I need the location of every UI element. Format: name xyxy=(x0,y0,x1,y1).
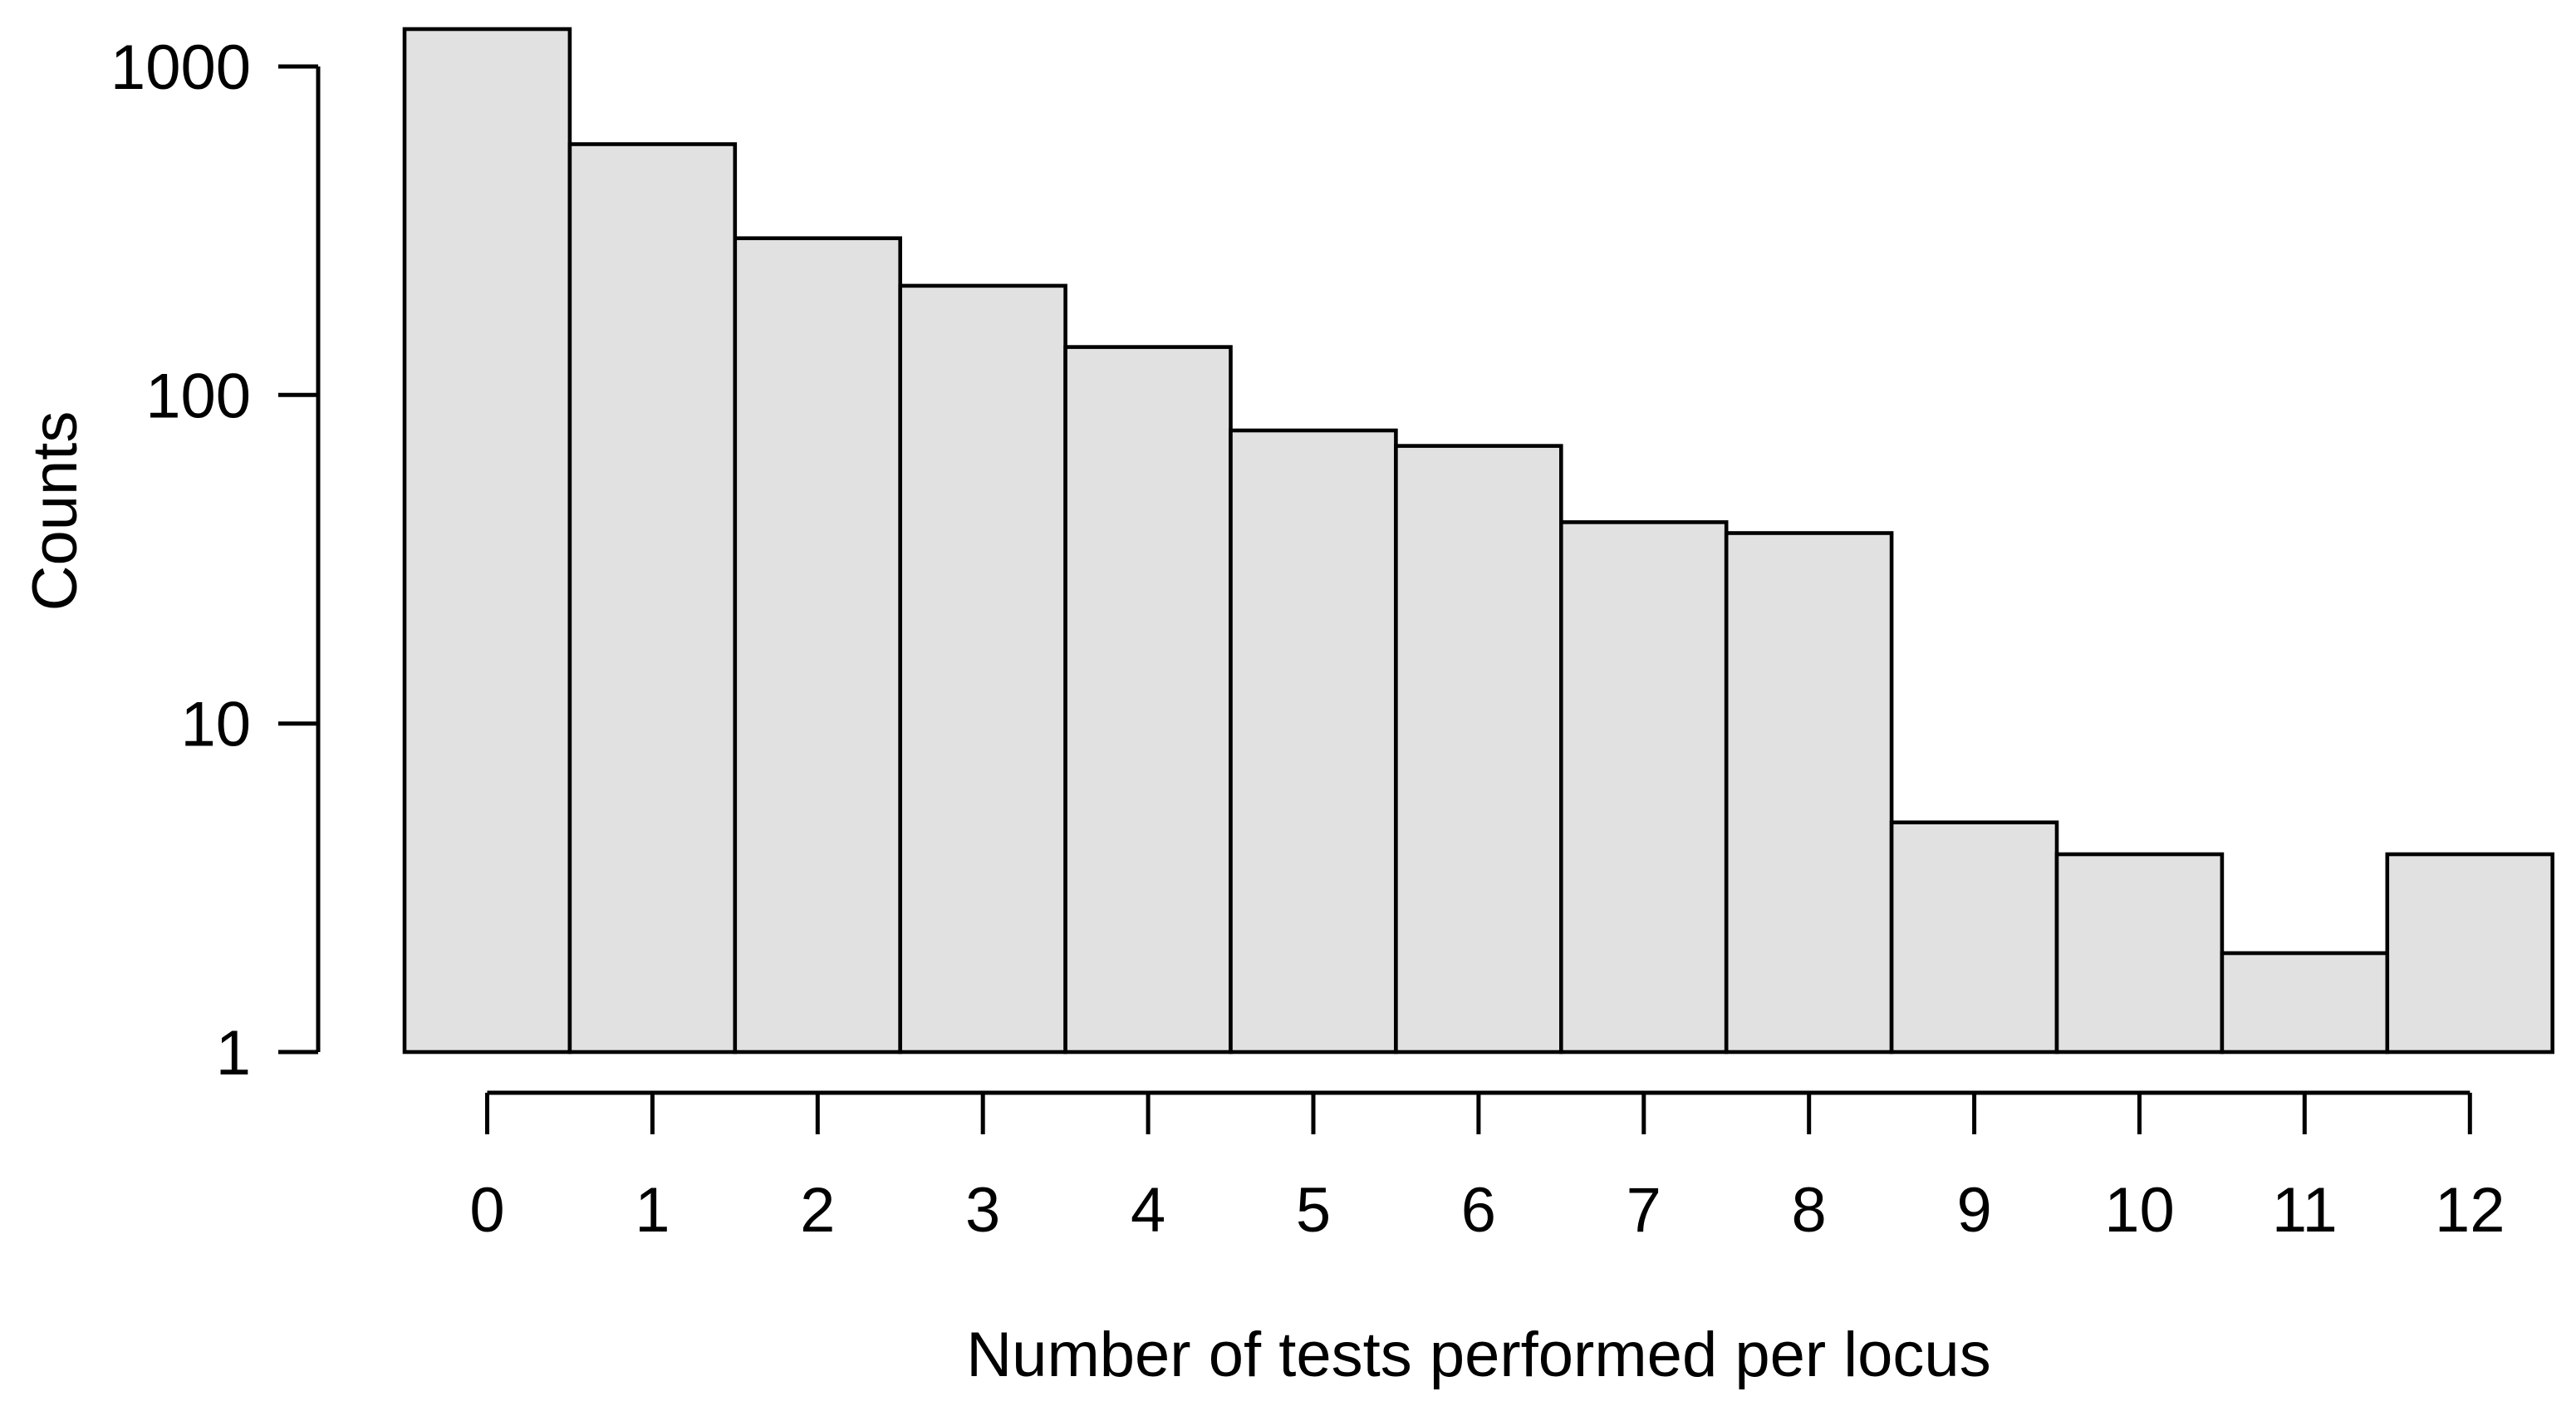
bar-6 xyxy=(1394,444,1563,1055)
x-axis-label: Number of tests performed per locus xyxy=(966,1320,1990,1390)
x-tick-label-11: 11 xyxy=(2272,1175,2338,1246)
y-tick-label-100: 100 xyxy=(145,361,251,431)
x-tick-label-0: 0 xyxy=(469,1175,504,1246)
x-tick-label-7: 7 xyxy=(1627,1175,1661,1246)
y-axis: 1 10 100 1000 xyxy=(110,32,321,1089)
x-tick-label-3: 3 xyxy=(965,1175,1000,1246)
bar-8 xyxy=(1724,531,1894,1055)
x-tick-label-1: 1 xyxy=(635,1175,670,1246)
bar-4 xyxy=(1063,345,1233,1055)
x-tick-label-9: 9 xyxy=(1956,1175,1991,1246)
y-tick-label-10: 10 xyxy=(180,690,251,760)
bars-group xyxy=(402,27,2555,1055)
x-axis: 0 1 2 3 4 5 6 7 8 9 10 11 12 xyxy=(469,1090,2505,1246)
bar-11 xyxy=(2220,951,2390,1055)
x-tick-label-10: 10 xyxy=(2104,1175,2175,1246)
x-tick-label-6: 6 xyxy=(1461,1175,1496,1246)
bar-0 xyxy=(402,27,572,1055)
bar-10 xyxy=(2054,852,2225,1055)
x-tick-label-5: 5 xyxy=(1296,1175,1331,1246)
bar-2 xyxy=(733,236,902,1055)
bar-3 xyxy=(898,283,1067,1055)
y-tick-label-1000: 1000 xyxy=(110,32,251,103)
bar-12 xyxy=(2385,852,2555,1055)
x-tick-label-4: 4 xyxy=(1131,1175,1165,1246)
bar-5 xyxy=(1229,428,1398,1055)
bar-7 xyxy=(1559,520,1729,1055)
y-axis-label: Counts xyxy=(20,411,91,612)
bar-9 xyxy=(1889,820,2059,1055)
y-tick-label-1: 1 xyxy=(216,1018,251,1089)
x-tick-label-12: 12 xyxy=(2435,1175,2505,1246)
x-tick-label-8: 8 xyxy=(1792,1175,1827,1246)
x-tick-label-2: 2 xyxy=(800,1175,835,1246)
bar-1 xyxy=(567,142,738,1055)
